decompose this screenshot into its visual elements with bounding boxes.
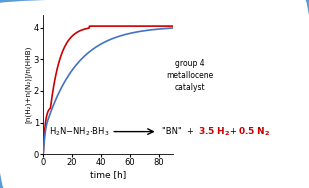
Y-axis label: [n(H₂)+n(N₂)]/n(HHB): [n(H₂)+n(N₂)]/n(HHB) bbox=[24, 46, 31, 123]
Text: group 4
metallocene
catalyst: group 4 metallocene catalyst bbox=[167, 59, 214, 92]
Text: +: + bbox=[229, 127, 235, 136]
Text: $\mathdefault{3.5\ H_2}$: $\mathdefault{3.5\ H_2}$ bbox=[198, 125, 230, 138]
X-axis label: time [h]: time [h] bbox=[90, 170, 126, 179]
Text: "BN"  +: "BN" + bbox=[162, 127, 194, 136]
Text: $\mathdefault{0.5\ N_2}$: $\mathdefault{0.5\ N_2}$ bbox=[238, 125, 270, 138]
Text: $\mathdefault{H_2N{-}NH_2{\cdot}BH_3}$: $\mathdefault{H_2N{-}NH_2{\cdot}BH_3}$ bbox=[49, 125, 109, 138]
